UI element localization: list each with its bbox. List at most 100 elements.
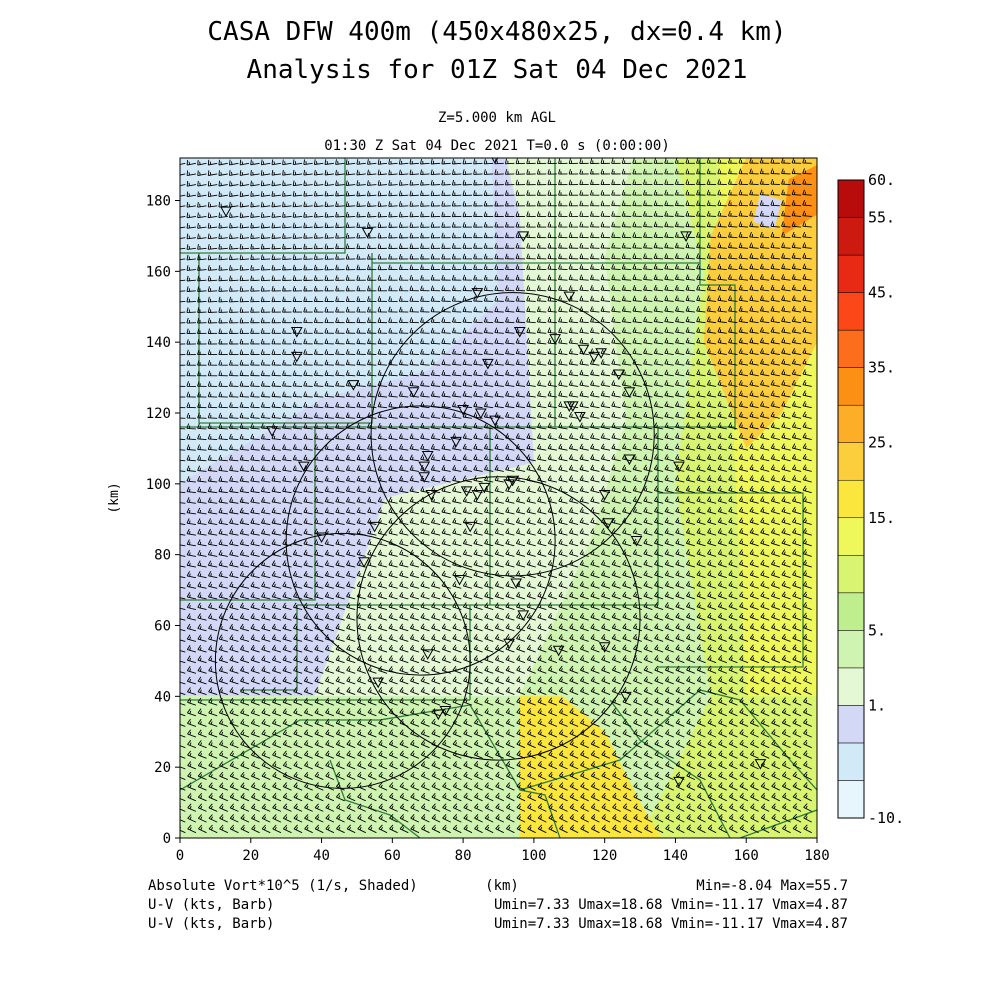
wind-barb	[452, 655, 462, 664]
wind-barb	[378, 634, 388, 642]
wind-barb	[346, 750, 356, 759]
wind-barb	[207, 212, 218, 219]
wind-barb	[272, 824, 282, 834]
wind-barb	[569, 507, 579, 515]
wind-barb	[197, 803, 207, 812]
wind-barb	[398, 412, 409, 419]
wind-barb	[282, 750, 292, 759]
wind-barb	[431, 729, 441, 738]
colorbar-swatch	[837, 592, 865, 631]
wind-barb	[484, 771, 494, 781]
wind-barb	[335, 243, 345, 250]
wind-barb	[558, 168, 568, 175]
wind-barb	[366, 327, 377, 334]
y-tick-label: 60	[154, 619, 171, 635]
wind-barb	[579, 644, 589, 653]
wind-barb	[483, 433, 494, 441]
wind-barb	[409, 359, 419, 366]
wind-barb	[180, 605, 186, 611]
wind-barb	[504, 158, 515, 165]
wind-barb	[431, 803, 441, 812]
wind-barb	[197, 455, 207, 462]
wind-barb	[568, 464, 579, 472]
wind-barb	[409, 253, 419, 260]
wind-barb	[207, 307, 218, 313]
wind-barb	[180, 594, 186, 600]
wind-barb	[462, 211, 473, 218]
wind-barb	[208, 602, 218, 611]
wind-barb	[505, 412, 515, 419]
wind-barb	[228, 296, 239, 303]
wind-barb	[462, 200, 473, 207]
wind-barb	[537, 739, 547, 749]
wind-barb	[558, 686, 568, 696]
wind-barb	[335, 232, 345, 239]
wind-barb	[484, 623, 494, 632]
colorbar-label: 55.	[868, 209, 895, 227]
wind-barb	[526, 285, 536, 292]
wind-barb	[580, 792, 589, 802]
wind-barb	[356, 507, 366, 515]
wind-barb	[313, 264, 324, 271]
wind-barb	[207, 349, 218, 356]
wind-barb	[441, 634, 451, 642]
wind-barb	[356, 338, 366, 345]
wind-barb	[494, 401, 504, 409]
wind-barb	[451, 211, 462, 218]
wind-barb	[494, 179, 504, 186]
wind-barb	[186, 170, 196, 177]
wind-barb	[271, 634, 282, 642]
wind-barb	[272, 750, 282, 759]
wind-barb	[271, 412, 281, 419]
wind-barb	[474, 792, 483, 802]
wind-barb	[526, 253, 536, 260]
wind-barb	[356, 285, 366, 292]
wind-barb	[569, 771, 579, 781]
wind-barb	[536, 380, 547, 387]
wind-barb	[431, 591, 441, 600]
wind-barb	[293, 623, 303, 632]
wind-barb	[367, 803, 377, 812]
wind-barb	[207, 412, 218, 419]
wind-barb	[261, 708, 271, 717]
wind-barb	[536, 369, 547, 377]
wind-barb	[548, 708, 558, 717]
wind-barb	[345, 359, 356, 366]
wind-barb	[536, 295, 547, 302]
wind-barb	[335, 412, 345, 419]
wind-barb	[239, 497, 250, 504]
wind-barb	[180, 279, 186, 282]
wind-barb	[558, 337, 568, 345]
wind-barb	[431, 718, 441, 727]
wind-barb	[378, 813, 388, 823]
wind-barb	[420, 708, 430, 717]
wind-barb	[452, 824, 462, 834]
wind-barb	[377, 412, 388, 419]
wind-barb	[187, 697, 197, 706]
wind-barb	[229, 634, 239, 642]
wind-barb	[568, 454, 579, 462]
wind-barb	[558, 708, 568, 717]
wind-barb	[409, 190, 419, 197]
wind-barb	[473, 644, 483, 653]
wind-barb	[187, 718, 197, 727]
wind-barb	[314, 634, 324, 642]
wind-barb	[463, 612, 473, 621]
wind-barb	[474, 782, 483, 791]
wind-barb	[504, 295, 515, 302]
wind-barb	[271, 222, 281, 229]
wind-barb	[569, 591, 579, 600]
wind-barb	[558, 401, 568, 409]
wind-barb	[515, 464, 526, 472]
wind-barb	[430, 464, 441, 472]
wind-barb	[303, 380, 313, 387]
wind-barb	[314, 697, 324, 706]
wind-barb	[420, 412, 430, 419]
wind-barb	[420, 169, 430, 176]
wind-barb	[547, 348, 557, 356]
wind-barb	[314, 676, 324, 685]
wind-barb	[420, 232, 430, 239]
wind-barb	[345, 180, 356, 186]
wind-barb	[547, 285, 557, 292]
wind-barb	[441, 602, 451, 611]
